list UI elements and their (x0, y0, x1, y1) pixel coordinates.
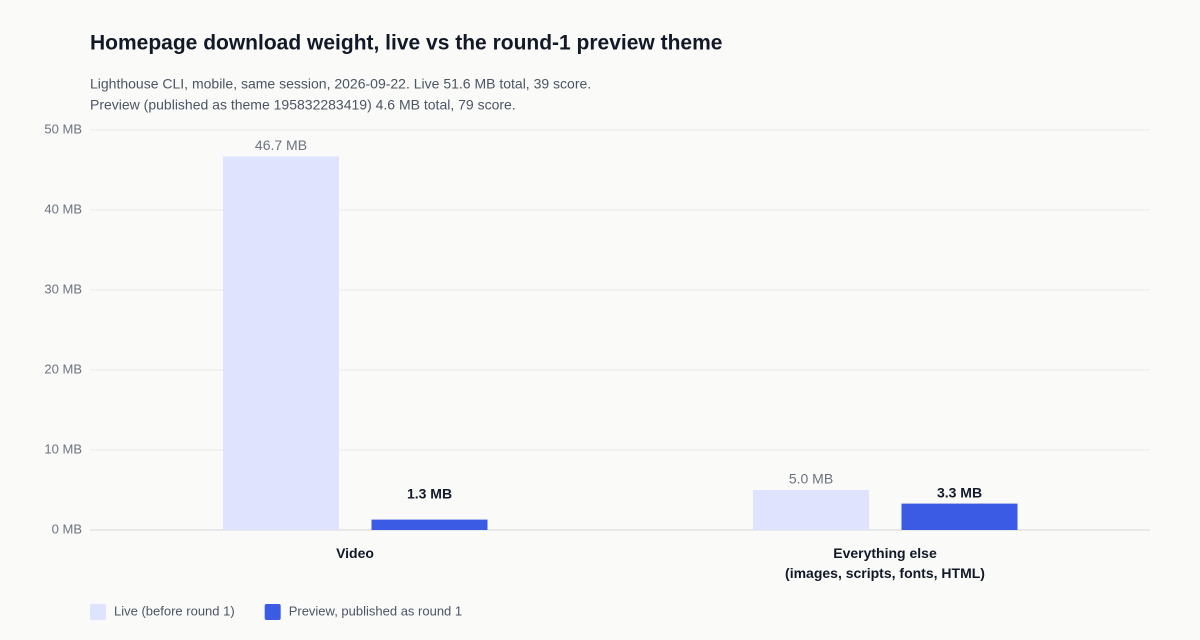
bar (901, 503, 1018, 530)
legend-swatch (264, 604, 281, 620)
legend-swatch (90, 604, 106, 620)
bar (753, 490, 869, 530)
y-tick-label: 10 MB (44, 441, 82, 456)
y-tick-label: 20 MB (44, 361, 82, 376)
bar (223, 156, 339, 530)
chart-subtitle: Preview (published as theme 195832283419… (90, 97, 516, 113)
y-tick-label: 40 MB (44, 201, 82, 216)
value-label: 3.3 MB (937, 484, 982, 500)
x-tick-label: Video (336, 545, 374, 561)
y-tick-label: 50 MB (44, 121, 82, 136)
legend-label: Live (before round 1) (114, 603, 235, 618)
y-tick-label: 0 MB (52, 521, 82, 536)
legend-label: Preview, published as round 1 (289, 603, 462, 618)
y-tick-label: 30 MB (44, 281, 82, 296)
bar (371, 519, 488, 530)
value-label: 46.7 MB (255, 137, 307, 153)
value-label: 5.0 MB (789, 471, 833, 487)
value-label: 1.3 MB (407, 486, 452, 502)
x-tick-label: Everything else (images, scripts, fonts,… (785, 545, 985, 581)
chart-subtitle: Lighthouse CLI, mobile, same session, 20… (90, 76, 591, 92)
chart-title: Homepage download weight, live vs the ro… (90, 32, 722, 55)
